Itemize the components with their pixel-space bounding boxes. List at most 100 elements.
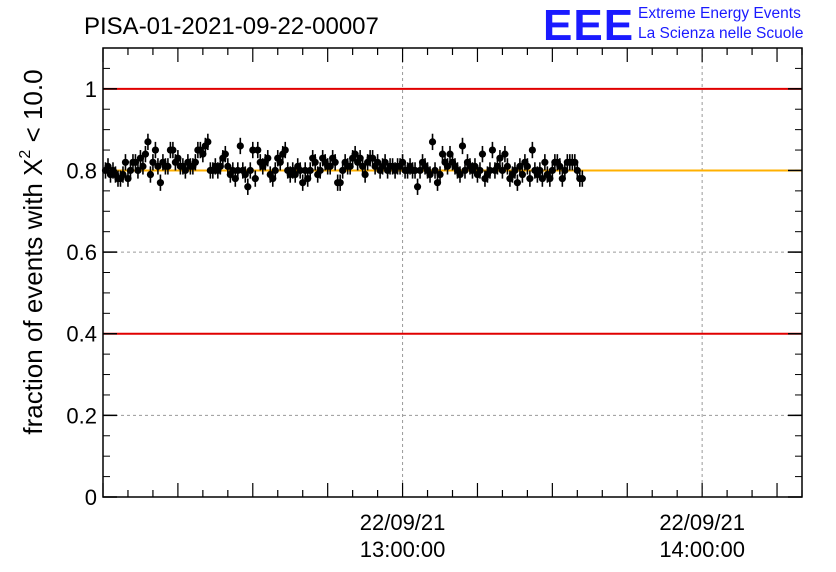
- y-axis-label-prefix: fraction of events with: [18, 176, 48, 435]
- data-point: [496, 150, 504, 167]
- data-marker: [361, 170, 369, 179]
- data-point: [488, 141, 497, 159]
- data-marker: [316, 166, 324, 175]
- data-point: [151, 141, 160, 159]
- data-point: [316, 162, 324, 179]
- data-marker: [443, 162, 452, 170]
- data-point: [331, 154, 339, 171]
- plot-area: 00.20.40.60.8122/09/2113:00:0022/09/2114…: [66, 47, 803, 562]
- data-marker: [139, 162, 147, 170]
- data-marker: [264, 154, 272, 162]
- data-marker: [244, 183, 252, 191]
- data-point: [503, 158, 512, 175]
- data-marker: [271, 166, 279, 175]
- data-marker: [501, 150, 509, 158]
- data-point: [306, 162, 314, 179]
- data-point: [456, 166, 464, 183]
- chart-title: PISA-01-2021-09-22-00007: [84, 13, 379, 40]
- data-marker: [498, 166, 507, 175]
- data-point: [458, 137, 467, 155]
- data-marker: [428, 138, 437, 146]
- data-point: [443, 158, 452, 175]
- y-tick-label: 0.6: [66, 240, 97, 265]
- plot-background: [103, 48, 802, 497]
- data-marker: [476, 166, 484, 175]
- data-point: [578, 170, 586, 187]
- data-point: [478, 145, 487, 163]
- data-point: [528, 141, 536, 159]
- data-point: [251, 170, 259, 187]
- data-point: [426, 166, 434, 183]
- data-point: [146, 166, 155, 183]
- data-point: [523, 158, 531, 175]
- data-marker: [144, 138, 152, 146]
- y-tick-label: 0: [85, 485, 97, 510]
- data-point: [119, 166, 127, 183]
- data-point: [246, 162, 254, 179]
- data-point: [241, 166, 249, 183]
- data-marker: [296, 166, 304, 175]
- data-point: [169, 141, 177, 159]
- data-marker: [281, 146, 289, 154]
- data-marker: [221, 150, 229, 158]
- data-marker: [241, 170, 249, 179]
- data-point: [501, 145, 509, 163]
- data-marker: [254, 146, 262, 154]
- y-axis-label-symbol: X: [18, 159, 48, 176]
- data-point: [191, 154, 199, 171]
- data-marker: [191, 158, 199, 166]
- logo-line-2: La Scienza nelle Scuole: [638, 25, 803, 42]
- data-point: [234, 162, 242, 179]
- y-tick-label: 0.2: [66, 403, 97, 428]
- data-point: [156, 174, 165, 191]
- data-point: [254, 141, 262, 159]
- data-marker: [518, 170, 527, 179]
- data-point: [236, 137, 244, 155]
- x-tick-date-label: 22/09/21: [659, 510, 745, 535]
- data-point: [221, 145, 229, 163]
- y-tick-label: 1: [85, 77, 97, 102]
- data-point: [141, 145, 150, 163]
- data-marker: [336, 179, 344, 187]
- data-marker: [151, 146, 160, 154]
- data-point: [296, 162, 304, 179]
- data-point: [244, 178, 252, 195]
- x-tick-date-label: 22/09/21: [360, 510, 446, 535]
- data-point: [144, 133, 152, 151]
- data-point: [336, 174, 344, 191]
- data-marker: [134, 166, 142, 175]
- data-point: [264, 150, 272, 167]
- data-marker: [431, 166, 439, 175]
- data-marker: [299, 179, 307, 187]
- data-marker: [528, 146, 536, 154]
- logo-line-1: Extreme Energy Events: [638, 5, 801, 22]
- data-point: [149, 154, 157, 171]
- eee-logo: EEE Extreme Energy Events La Scienza nel…: [543, 1, 803, 50]
- data-marker: [164, 162, 172, 170]
- data-marker: [204, 138, 212, 146]
- data-point: [398, 154, 407, 171]
- data-marker: [141, 150, 150, 158]
- data-marker: [486, 166, 494, 175]
- y-axis-label-superscript: 2: [17, 150, 34, 159]
- data-marker: [119, 170, 127, 179]
- data-marker: [511, 166, 519, 175]
- data-point: [154, 158, 162, 175]
- data-marker: [578, 175, 586, 183]
- series-0: [101, 133, 586, 195]
- data-marker: [478, 150, 487, 158]
- data-marker: [236, 142, 244, 150]
- data-point: [436, 166, 444, 183]
- x-tick-time-label: 14:00:00: [659, 537, 745, 562]
- y-axis-label: fraction of events with X2 < 10.0: [17, 69, 48, 434]
- data-marker: [146, 170, 155, 179]
- data-marker: [246, 166, 254, 175]
- data-point: [498, 162, 507, 179]
- data-marker: [306, 166, 314, 175]
- data-marker: [523, 162, 531, 170]
- data-point: [361, 166, 369, 183]
- y-tick-label: 0.4: [66, 322, 97, 347]
- data-point: [139, 158, 147, 175]
- data-point: [431, 162, 439, 179]
